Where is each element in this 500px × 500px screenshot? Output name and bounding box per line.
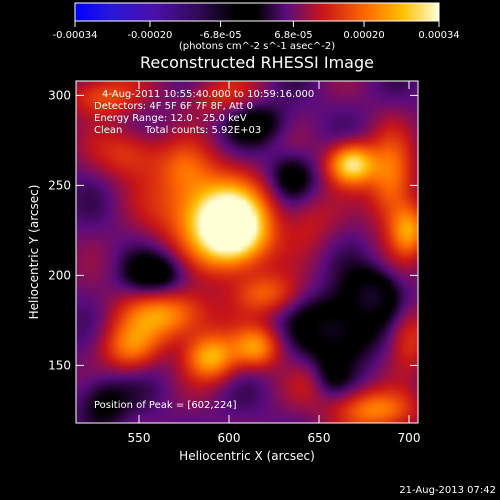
colorbar-tick-label: -0.00020 [127,30,172,41]
y-tick-label: 200 [48,268,71,282]
annotation-block: 4-Aug-2011 10:55:40.000 to 10:59:16.000 … [94,89,314,411]
x-axis: 550 600 650 700 [128,81,421,445]
x-axis-label: Heliocentric X (arcsec) [179,449,315,463]
heatmap-image [76,81,418,423]
y-tick-label: 150 [48,358,71,372]
annotation-energy-range: Energy Range: 12.0 - 25.0 keV [94,113,247,124]
y-axis-label: Heliocentric Y (arcsec) [27,185,41,320]
colorbar-tick-label: 0.00020 [343,30,384,41]
colorbar-tick-label: 6.8e-05 [274,30,312,41]
x-tick-label: 700 [398,431,421,445]
annotation-total-counts: Total counts: 5.92E+03 [144,125,261,136]
timestamp: 21-Aug-2013 07:42 [399,485,496,496]
y-tick-label: 300 [48,88,71,102]
annotation-detectors: Detectors: 4F 5F 6F 7F 8F, Att 0 [94,101,253,112]
y-tick-label: 250 [48,178,71,192]
colorbar-ticks: -0.00034 -0.00020 -6.8e-05 6.8e-05 0.00020 0.… [53,21,460,41]
plot-frame [75,80,419,424]
y-axis: 150 200 250 300 [48,88,418,372]
chart-title: Reconstructed RHESSI Image [140,53,374,72]
x-tick-label: 650 [308,431,331,445]
colorbar-tick-label: -0.00034 [53,30,98,41]
colorbar-tick-label: 0.00034 [418,30,459,41]
annotation-method: Clean [94,125,122,136]
colorbar-tick-label: -6.8e-05 [200,30,242,41]
x-tick-label: 600 [218,431,241,445]
colorbar [75,3,439,21]
annotation-time-range: 4-Aug-2011 10:55:40.000 to 10:59:16.000 [102,89,314,100]
annotation-peak-position: Position of Peak = [602,224] [94,400,237,411]
colorbar-units-label: (photons cm^-2 s^-1 asec^-2) [179,41,335,52]
x-tick-label: 550 [128,431,151,445]
colorbar-frame [74,2,440,22]
